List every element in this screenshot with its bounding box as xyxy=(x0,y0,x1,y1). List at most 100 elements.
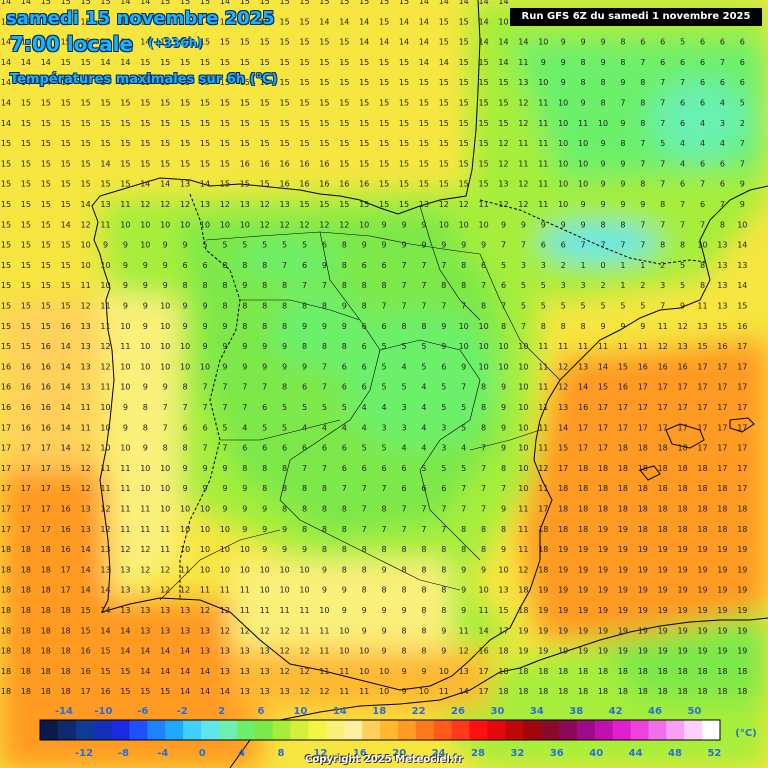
grid-value: 6 xyxy=(660,58,665,67)
grid-value: 8 xyxy=(441,545,446,554)
grid-value: 17 xyxy=(678,383,688,392)
grid-value: 14 xyxy=(61,444,71,453)
grid-value: 19 xyxy=(717,586,727,595)
grid-value: 15 xyxy=(399,99,409,108)
grid-value: 15 xyxy=(419,119,429,128)
grid-value: 10 xyxy=(578,159,588,168)
grid-value: 2 xyxy=(640,281,645,290)
legend-frame xyxy=(39,719,721,741)
grid-value: 8 xyxy=(640,180,645,189)
grid-value: 6 xyxy=(680,119,685,128)
grid-value: 19 xyxy=(658,647,668,656)
legend-swatch xyxy=(218,720,238,740)
grid-value: 17 xyxy=(1,484,11,493)
legend-swatch xyxy=(558,720,578,740)
grid-value: 13 xyxy=(717,281,727,290)
grid-value: 13 xyxy=(240,667,250,676)
grid-value: 9 xyxy=(421,220,426,229)
grid-value: 8 xyxy=(541,322,546,331)
grid-value: 15 xyxy=(41,322,51,331)
grid-value: 10 xyxy=(518,403,528,412)
grid-value: 19 xyxy=(678,606,688,615)
grid-value: 19 xyxy=(618,647,628,656)
grid-value: 15 xyxy=(359,200,369,209)
grid-value: 3 xyxy=(441,423,446,432)
grid-value: 4 xyxy=(362,403,367,412)
grid-value: 12 xyxy=(280,626,290,635)
grid-value: 9 xyxy=(441,342,446,351)
grid-value: 19 xyxy=(518,626,528,635)
grid-value: 11 xyxy=(538,139,548,148)
grid-value: 18 xyxy=(598,505,608,514)
grid-value: 10 xyxy=(160,342,170,351)
grid-value: 2 xyxy=(740,119,745,128)
grid-value: 18 xyxy=(21,626,31,635)
grid-value: 19 xyxy=(717,626,727,635)
grid-value: 7 xyxy=(481,444,486,453)
grid-value: 9 xyxy=(362,241,367,250)
grid-value: 15 xyxy=(240,99,250,108)
grid-value: 6 xyxy=(541,241,546,250)
grid-value: 9 xyxy=(561,58,566,67)
grid-value: 8 xyxy=(680,241,685,250)
grid-value: 13 xyxy=(498,180,508,189)
grid-value: 8 xyxy=(262,484,267,493)
grid-value: 6 xyxy=(740,58,745,67)
grid-value: 6 xyxy=(362,464,367,473)
grid-value: 10 xyxy=(160,322,170,331)
grid-value: 9 xyxy=(541,220,546,229)
grid-value: 8 xyxy=(282,484,287,493)
grid-value: 8 xyxy=(620,38,625,47)
legend-swatch xyxy=(111,720,130,740)
grid-value: 9 xyxy=(382,220,387,229)
grid-value: 9 xyxy=(362,626,367,635)
grid-value: 16 xyxy=(21,403,31,412)
grid-value: 15 xyxy=(220,119,230,128)
grid-value: 15 xyxy=(21,241,31,250)
grid-value: 6 xyxy=(302,444,307,453)
grid-value: 10 xyxy=(379,667,389,676)
grid-value: 15 xyxy=(140,119,150,128)
grid-value: 16 xyxy=(737,322,747,331)
grid-value: 14 xyxy=(1,38,11,47)
grid-value: 12 xyxy=(280,667,290,676)
grid-value: 15 xyxy=(61,58,71,67)
grid-value: 10 xyxy=(220,565,230,574)
grid-value: 6 xyxy=(720,159,725,168)
grid-value: 17 xyxy=(618,403,628,412)
grid-value: 4 xyxy=(421,403,426,412)
grid-value: 19 xyxy=(678,626,688,635)
grid-value: 8 xyxy=(183,383,188,392)
grid-value: 11 xyxy=(538,362,548,371)
grid-value: 8 xyxy=(242,322,247,331)
grid-value: 16 xyxy=(81,667,91,676)
grid-value: 11 xyxy=(240,586,250,595)
legend-swatch xyxy=(254,720,274,740)
grid-value: 4 xyxy=(302,423,307,432)
grid-value: 5 xyxy=(600,302,605,311)
grid-value: 17 xyxy=(41,464,51,473)
legend-tick-top: -6 xyxy=(137,706,148,717)
grid-value: 16 xyxy=(81,647,91,656)
grid-value: 10 xyxy=(459,342,469,351)
grid-value: 11 xyxy=(538,200,548,209)
grid-value: 7 xyxy=(163,423,168,432)
grid-value: 8 xyxy=(581,58,586,67)
copyright: Copyright 2025 Meteociel.fr xyxy=(305,754,463,765)
grid-value: 15 xyxy=(280,38,290,47)
grid-value: 9 xyxy=(581,38,586,47)
grid-value: 10 xyxy=(120,444,130,453)
legend-swatch xyxy=(129,720,148,740)
grid-value: 12 xyxy=(518,565,528,574)
grid-value: 16 xyxy=(41,423,51,432)
grid-value: 7 xyxy=(382,302,387,311)
grid-value: 9 xyxy=(501,505,506,514)
grid-value: 8 xyxy=(262,464,267,473)
legend-swatch xyxy=(272,720,292,740)
grid-value: 18 xyxy=(578,505,588,514)
grid-value: 11 xyxy=(618,342,628,351)
grid-value: 18 xyxy=(737,667,747,676)
grid-value: 18 xyxy=(558,525,568,534)
grid-value: 5 xyxy=(461,423,466,432)
grid-value: 4 xyxy=(720,99,725,108)
